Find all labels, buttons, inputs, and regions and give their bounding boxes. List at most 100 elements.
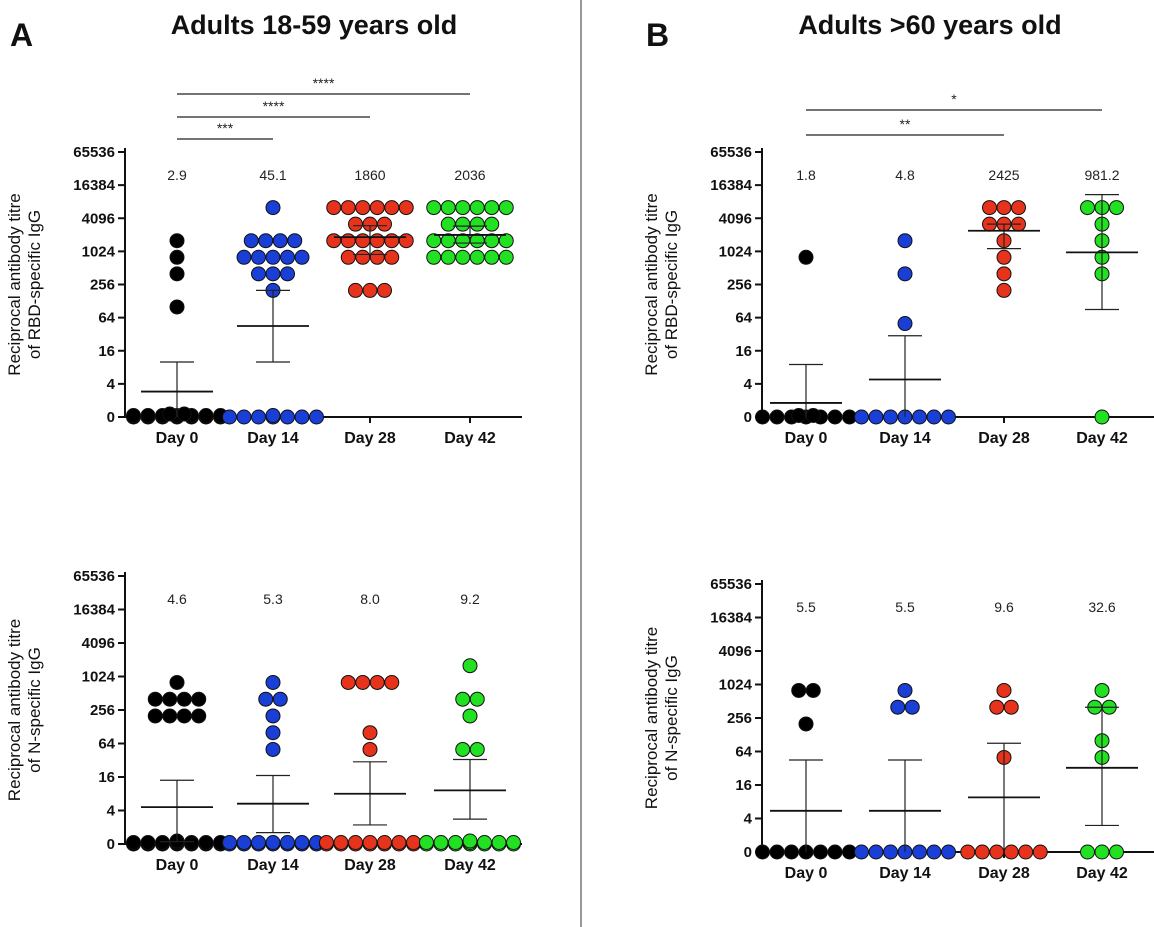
y-axis-label: of N-specific IgG — [25, 647, 44, 773]
data-point — [294, 409, 310, 425]
data-point — [326, 233, 342, 249]
y-tick-label: 16384 — [710, 610, 752, 627]
data-point — [1032, 844, 1048, 860]
data-point — [140, 408, 156, 423]
data-point — [222, 409, 237, 425]
y-tick-label: 65536 — [710, 144, 752, 161]
data-point — [897, 233, 913, 249]
y-tick-label: 256 — [90, 702, 115, 719]
data-point — [469, 741, 485, 757]
data-point — [169, 249, 185, 265]
category-label: Day 0 — [156, 430, 199, 447]
data-point — [890, 699, 906, 715]
data-point — [140, 835, 156, 850]
data-point — [294, 835, 310, 850]
gmt-label: 1.8 — [796, 167, 816, 183]
data-point — [1109, 200, 1124, 216]
data-point — [455, 741, 471, 757]
data-point — [426, 249, 442, 265]
data-point — [369, 233, 385, 249]
data-point — [484, 200, 500, 216]
chart-a-rbd: 0 4 16 64 256 1024 4096 16384 65536 Reciprocal an… — [5, 75, 522, 447]
data-point — [1011, 200, 1026, 216]
data-point — [912, 844, 927, 860]
data-point — [147, 691, 163, 707]
y-axis-label: of N-specific IgG — [662, 655, 681, 781]
y-tick-label: 16384 — [710, 177, 752, 194]
y-tick-label: 16384 — [73, 602, 115, 619]
category-label: Day 14 — [247, 857, 299, 874]
y-tick-label: 0 — [744, 409, 752, 426]
data-point — [251, 266, 266, 282]
data-point — [265, 835, 281, 850]
data-point — [1003, 844, 1019, 860]
data-point — [1109, 844, 1124, 860]
data-point — [791, 682, 807, 698]
data-point — [355, 674, 371, 690]
data-point — [827, 409, 843, 425]
data-point — [498, 200, 514, 216]
data-point — [340, 233, 356, 249]
data-point — [805, 682, 821, 698]
data-point — [340, 200, 356, 216]
data-point — [236, 249, 252, 265]
y-tick-label: 4 — [107, 376, 116, 393]
data-point — [813, 844, 828, 860]
data-point — [294, 249, 310, 265]
data-point — [996, 282, 1012, 298]
data-point — [384, 249, 400, 265]
y-tick-label: 4096 — [719, 643, 752, 660]
data-point — [854, 844, 869, 860]
data-point — [477, 835, 492, 850]
data-point — [384, 233, 400, 249]
y-tick-label: 256 — [90, 277, 115, 294]
category-label: Day 14 — [247, 430, 299, 447]
data-point — [854, 409, 869, 425]
data-point — [348, 216, 363, 232]
data-point — [755, 409, 770, 425]
data-point — [280, 249, 295, 265]
data-point — [340, 674, 356, 690]
data-point — [440, 200, 456, 216]
data-point — [469, 216, 485, 232]
data-point — [251, 409, 266, 425]
data-point — [440, 249, 456, 265]
y-tick-label: 256 — [727, 277, 752, 294]
y-tick-label: 16 — [98, 343, 115, 360]
data-point — [897, 682, 913, 698]
data-point — [1094, 409, 1110, 425]
data-point — [236, 835, 252, 850]
data-point — [1080, 844, 1095, 860]
data-point — [912, 409, 927, 425]
data-point — [126, 408, 141, 423]
y-tick-label: 16 — [735, 343, 752, 360]
category-label: Day 28 — [344, 430, 396, 447]
data-point — [198, 408, 214, 423]
data-point — [484, 216, 500, 232]
panel-title-b: Adults >60 years old — [798, 10, 1061, 40]
gmt-label: 2.9 — [167, 167, 187, 183]
chart-a-n: 0 4 16 64 256 1024 4096 16384 65536 Reciprocal an… — [5, 568, 522, 874]
data-point — [265, 708, 281, 724]
significance-label: ** — [900, 116, 911, 132]
y-tick-label: 4 — [107, 803, 116, 820]
data-point — [309, 409, 324, 425]
data-point — [272, 691, 288, 707]
data-point — [982, 200, 997, 216]
data-point — [469, 200, 485, 216]
data-point — [340, 249, 356, 265]
gmt-label: 4.8 — [895, 167, 915, 183]
y-tick-label: 1024 — [82, 243, 116, 260]
data-point — [162, 708, 178, 724]
data-point — [419, 835, 434, 850]
category-label: Day 0 — [785, 430, 828, 447]
panel-letter-b: B — [646, 17, 669, 53]
data-point — [406, 835, 421, 850]
data-point — [469, 691, 485, 707]
gmt-label: 9.2 — [460, 591, 480, 607]
data-point — [398, 200, 414, 216]
data-point — [926, 844, 942, 860]
data-point — [319, 835, 334, 850]
data-point — [169, 233, 185, 249]
data-point — [191, 708, 207, 724]
